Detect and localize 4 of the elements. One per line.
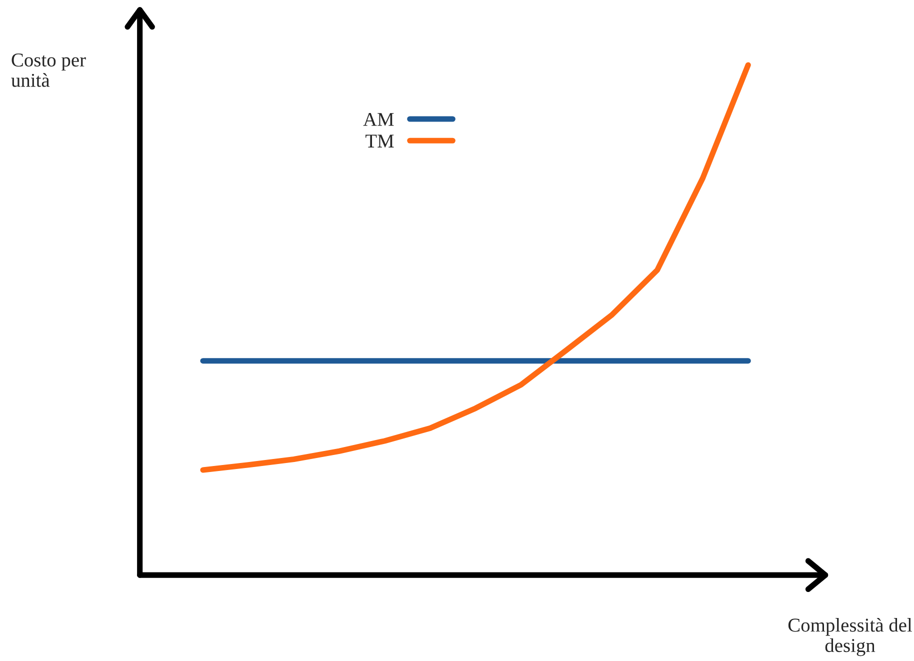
legend-label: TM [366,134,394,148]
legend-label: AM [363,112,394,126]
x-axis-title: Complessità del design [788,618,912,656]
y-axis-title: Costo per unità [11,53,86,87]
